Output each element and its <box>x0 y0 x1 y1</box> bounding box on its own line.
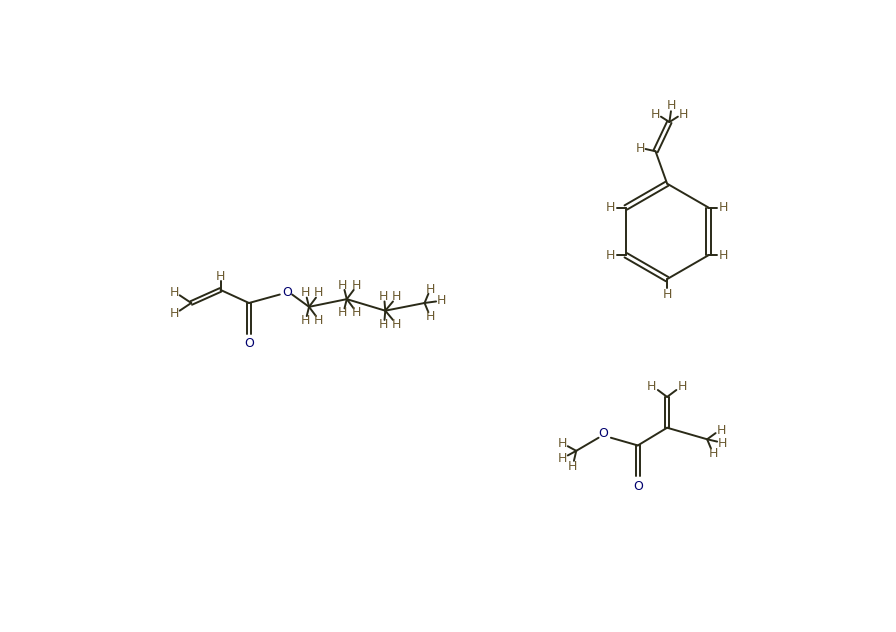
Text: H: H <box>606 201 615 214</box>
Text: H: H <box>719 201 728 214</box>
Text: H: H <box>392 290 401 303</box>
Text: H: H <box>557 452 567 465</box>
Text: H: H <box>437 294 446 307</box>
Text: H: H <box>719 249 728 262</box>
Text: H: H <box>677 380 687 392</box>
Text: H: H <box>216 269 225 283</box>
Text: H: H <box>339 279 348 292</box>
Text: H: H <box>379 290 389 303</box>
Text: H: H <box>426 283 435 296</box>
Text: H: H <box>339 307 348 320</box>
Text: H: H <box>667 99 676 112</box>
Text: H: H <box>718 437 728 449</box>
Text: H: H <box>169 286 179 299</box>
Text: H: H <box>635 142 645 155</box>
Text: H: H <box>557 437 567 449</box>
Text: O: O <box>244 337 254 350</box>
Text: H: H <box>606 249 615 262</box>
Text: H: H <box>314 314 323 327</box>
Text: H: H <box>662 288 672 301</box>
Text: H: H <box>716 423 726 437</box>
Text: O: O <box>599 427 608 441</box>
Text: H: H <box>392 318 401 331</box>
Text: H: H <box>568 459 577 473</box>
Text: H: H <box>650 108 660 121</box>
Text: H: H <box>351 279 361 292</box>
Text: H: H <box>169 307 179 320</box>
Text: H: H <box>314 286 323 300</box>
Text: H: H <box>379 318 389 331</box>
Text: H: H <box>300 286 310 300</box>
Text: H: H <box>678 108 688 121</box>
Text: H: H <box>351 307 361 320</box>
Text: O: O <box>633 480 642 493</box>
Text: H: H <box>426 310 435 324</box>
Text: H: H <box>709 447 718 459</box>
Text: H: H <box>300 314 310 327</box>
Text: H: H <box>647 380 657 392</box>
Text: O: O <box>282 286 292 300</box>
